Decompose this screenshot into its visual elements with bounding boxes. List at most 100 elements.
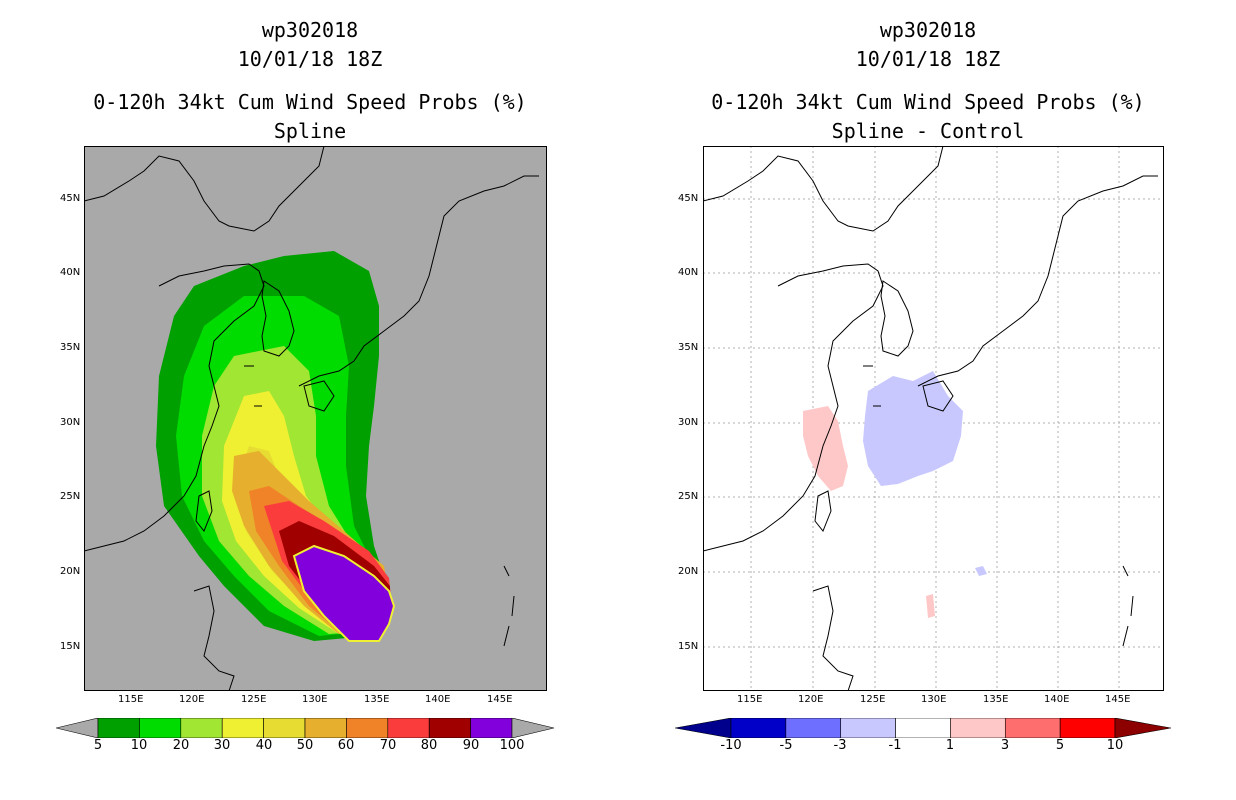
right-cb-label-neg10: -10 xyxy=(720,738,742,753)
right-lon-130: 130E xyxy=(921,694,947,705)
left-colorbar-low-arrow xyxy=(56,718,99,738)
left-lon-130: 130E xyxy=(302,694,328,705)
right-lon-120: 120E xyxy=(798,694,824,705)
right-cb-label-10: 10 xyxy=(1106,738,1124,753)
right-title-product: 0-120h 34kt Cum Wind Speed Probs (%) xyxy=(711,90,1145,114)
coast-taiwan xyxy=(195,490,213,532)
colorbar-cell xyxy=(1059,718,1116,738)
right-cb-label-neg1: -1 xyxy=(888,738,902,753)
coast-japan xyxy=(298,175,539,387)
colorbar-cell xyxy=(139,718,182,738)
right-lat-30: 30N xyxy=(678,417,699,428)
colorbar-cell xyxy=(730,718,787,738)
right-lon-140: 140E xyxy=(1044,694,1070,705)
colorbar-cell xyxy=(1004,718,1061,738)
right-cb-label-neg5: -5 xyxy=(779,738,793,753)
left-cb-label-50: 50 xyxy=(296,738,314,753)
left-colorbar-cells xyxy=(97,718,513,738)
colorbar-cell xyxy=(304,718,347,738)
left-cb-label-70: 70 xyxy=(379,738,397,753)
coast-mainland xyxy=(84,146,325,232)
coast-korea xyxy=(261,280,295,357)
colorbar-cell xyxy=(785,718,842,738)
left-title-storm: wp302018 xyxy=(261,18,359,42)
right-lat-40: 40N xyxy=(678,267,699,278)
left-lat-25: 25N xyxy=(60,491,81,502)
diff-negative-spot xyxy=(975,566,987,576)
colorbar-cell xyxy=(840,718,896,738)
coast-islands xyxy=(244,365,515,647)
difference-field xyxy=(803,371,987,618)
diff-negative-area xyxy=(863,371,963,486)
left-lon-140: 140E xyxy=(425,694,451,705)
colorbar-cell xyxy=(895,718,951,738)
right-cb-label-5: 5 xyxy=(1055,738,1065,753)
colorbar-cell xyxy=(346,718,389,738)
coast-kyushu xyxy=(303,380,335,412)
left-cb-label-20: 20 xyxy=(172,738,190,753)
left-lat-15: 15N xyxy=(60,641,81,652)
left-lat-20: 20N xyxy=(60,566,81,577)
right-map xyxy=(703,146,1164,691)
right-lat-20: 20N xyxy=(678,566,699,577)
coast-china xyxy=(84,263,265,552)
left-map xyxy=(84,146,547,691)
left-title-method: Spline xyxy=(273,119,347,143)
colorbar-cell xyxy=(263,718,306,738)
left-lat-35: 35N xyxy=(60,342,81,353)
right-colorbar-low-arrow xyxy=(675,718,732,738)
right-lat-15: 15N xyxy=(678,641,699,652)
right-lon-115: 115E xyxy=(737,694,763,705)
colorbar-cell xyxy=(97,718,140,738)
probability-swath xyxy=(156,251,396,642)
right-colorbar-high-arrow xyxy=(1114,718,1172,738)
coast-luzon xyxy=(193,585,235,691)
left-lon-115: 115E xyxy=(118,694,144,705)
left-map-frame xyxy=(84,146,547,691)
colorbar-cell xyxy=(221,718,264,738)
left-lat-30: 30N xyxy=(60,417,81,428)
right-lon-145: 145E xyxy=(1105,694,1131,705)
left-cb-label-30: 30 xyxy=(213,738,231,753)
colorbar-cell xyxy=(470,718,513,738)
right-map-frame xyxy=(703,146,1164,691)
right-title-storm: wp302018 xyxy=(879,18,977,42)
diff-positive-spot xyxy=(926,594,935,618)
colorbar-cell xyxy=(428,718,471,738)
right-lon-135: 135E xyxy=(983,694,1009,705)
right-lon-125: 125E xyxy=(860,694,886,705)
left-colorbar xyxy=(56,718,555,738)
left-cb-label-60: 60 xyxy=(337,738,355,753)
coastlines xyxy=(84,146,539,691)
left-cb-label-10: 10 xyxy=(130,738,148,753)
diff-positive-area xyxy=(803,406,848,491)
left-title-date: 10/01/18 18Z xyxy=(237,47,383,71)
right-cb-label-3: 3 xyxy=(1000,738,1010,753)
left-title-product: 0-120h 34kt Cum Wind Speed Probs (%) xyxy=(93,90,527,114)
left-cb-label-5: 5 xyxy=(93,738,103,753)
left-cb-label-80: 80 xyxy=(420,738,438,753)
right-title-method: Spline - Control xyxy=(831,119,1025,143)
colorbar-cell xyxy=(180,718,223,738)
left-lon-125: 125E xyxy=(241,694,267,705)
right-title-date: 10/01/18 18Z xyxy=(855,47,1001,71)
left-lon-135: 135E xyxy=(364,694,390,705)
coastlines-right xyxy=(703,146,1158,691)
left-lat-40: 40N xyxy=(60,267,81,278)
right-cb-label-1: 1 xyxy=(945,738,955,753)
left-lat-45: 45N xyxy=(60,193,81,204)
colorbar-cell xyxy=(387,718,430,738)
left-cb-label-100: 100 xyxy=(499,738,525,753)
right-cb-label-neg3: -3 xyxy=(833,738,847,753)
right-lat-35: 35N xyxy=(678,342,699,353)
left-cb-label-40: 40 xyxy=(255,738,273,753)
colorbar-cell xyxy=(950,718,1006,738)
right-colorbar-cells xyxy=(730,718,1116,738)
prob-90 xyxy=(292,544,396,642)
left-lon-120: 120E xyxy=(179,694,205,705)
left-colorbar-high-arrow xyxy=(511,718,555,738)
left-cb-label-90: 90 xyxy=(462,738,480,753)
right-colorbar xyxy=(675,718,1172,738)
right-lat-45: 45N xyxy=(678,193,699,204)
right-lat-25: 25N xyxy=(678,491,699,502)
